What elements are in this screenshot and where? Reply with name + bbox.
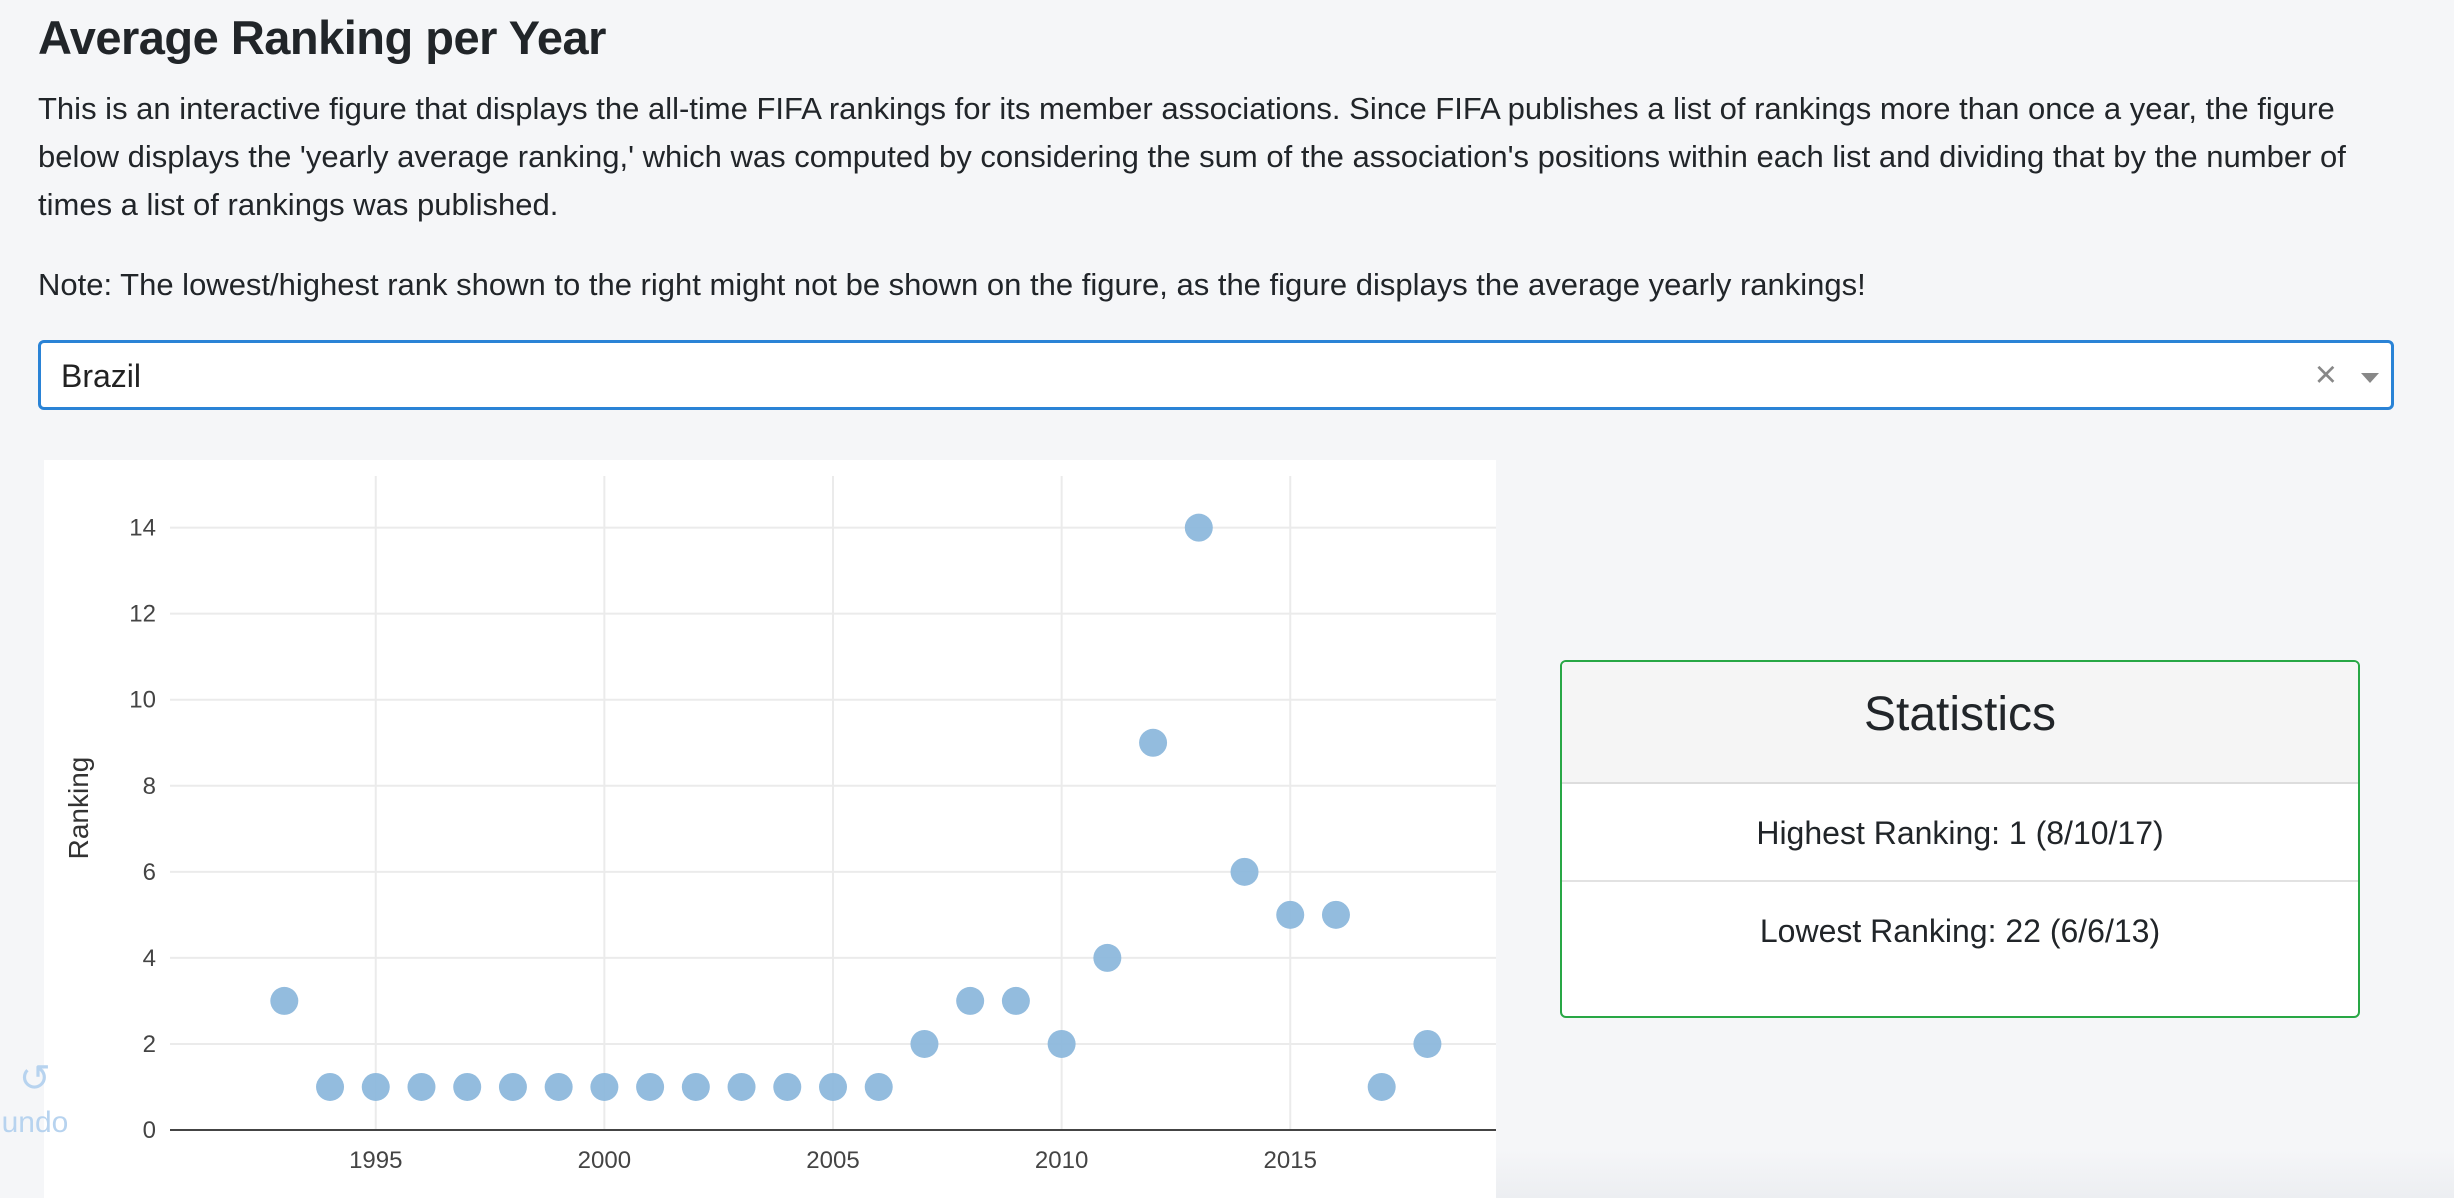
data-point[interactable] (773, 1072, 802, 1101)
data-point[interactable] (956, 986, 985, 1015)
note-paragraph: Note: The lowest/highest rank shown to t… (38, 267, 1866, 302)
y-tick-label: 8 (143, 773, 156, 800)
x-tick-label: 2005 (806, 1147, 859, 1174)
y-tick-label: 2 (143, 1031, 156, 1058)
data-point[interactable] (1184, 513, 1213, 542)
data-point[interactable] (1139, 728, 1168, 757)
undo-icon[interactable]: ↻ (19, 1058, 51, 1100)
statistics-title: Statistics (1562, 662, 2358, 784)
selected-country: Brazil (61, 358, 142, 394)
x-tick-label: 2000 (578, 1147, 631, 1174)
y-axis-label: Ranking (63, 757, 94, 860)
data-point[interactable] (1093, 943, 1122, 972)
data-point[interactable] (910, 1029, 939, 1058)
intro-paragraph: This is an interactive figure that displ… (38, 91, 2346, 222)
y-tick-label: 14 (129, 515, 156, 542)
data-point[interactable] (727, 1072, 756, 1101)
country-dropdown[interactable]: Brazil × (38, 340, 2394, 410)
y-tick-label: 6 (143, 859, 156, 886)
data-point[interactable] (270, 986, 299, 1015)
data-point[interactable] (1047, 1029, 1076, 1058)
data-point[interactable] (453, 1072, 482, 1101)
page-title: Average Ranking per Year (38, 11, 606, 64)
data-point[interactable] (681, 1072, 710, 1101)
plot-background (44, 460, 1496, 1198)
data-point[interactable] (864, 1072, 893, 1101)
data-point[interactable] (590, 1072, 619, 1101)
y-tick-label: 12 (129, 601, 156, 628)
y-tick-label: 4 (143, 945, 156, 972)
data-point[interactable] (819, 1072, 847, 1101)
undo-label[interactable]: undo (1, 1106, 69, 1139)
data-point[interactable] (407, 1072, 436, 1101)
clear-icon[interactable]: × (2314, 354, 2337, 396)
y-tick-label: 0 (143, 1117, 156, 1144)
y-tick-label: 10 (129, 687, 156, 714)
data-point[interactable] (636, 1072, 665, 1101)
x-tick-label: 1995 (349, 1147, 402, 1174)
data-point[interactable] (1321, 900, 1350, 929)
x-tick-label: 2015 (1264, 1147, 1317, 1174)
lowest-ranking: Lowest Ranking: 22 (6/6/13) (1759, 913, 2161, 949)
data-point[interactable] (1367, 1072, 1396, 1101)
plot-modebar[interactable]: ↻ undo (0, 1055, 70, 1143)
data-point[interactable] (1001, 986, 1030, 1015)
ranking-scatter-plot[interactable]: 1995 2000 2005 2010 2015 0 2 4 6 8 10 12 14 Ranking (44, 460, 1496, 1198)
highest-ranking: Highest Ranking: 1 (8/10/17) (1562, 784, 2358, 882)
data-point[interactable] (544, 1072, 573, 1101)
data-point[interactable] (1230, 857, 1259, 886)
page-fade (1496, 1150, 2454, 1198)
x-tick-label: 2010 (1035, 1147, 1088, 1174)
statistics-card: Statistics Highest Ranking: 1 (8/10/17) … (1560, 660, 2360, 1018)
data-point[interactable] (1276, 900, 1305, 929)
data-point[interactable] (1413, 1029, 1442, 1058)
data-point[interactable] (361, 1072, 390, 1101)
data-point[interactable] (316, 1072, 345, 1101)
data-point[interactable] (498, 1072, 527, 1101)
chevron-down-icon[interactable] (2361, 373, 2379, 383)
